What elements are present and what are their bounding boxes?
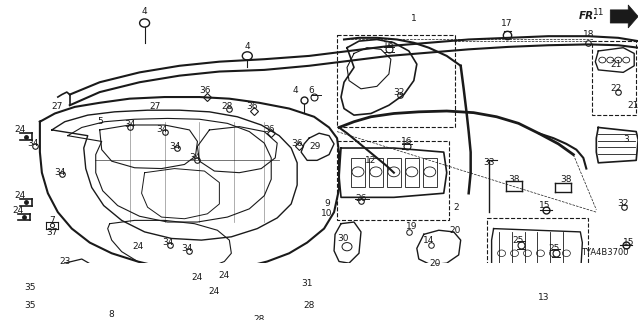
Text: 24: 24 — [192, 274, 203, 283]
Text: 16: 16 — [383, 41, 395, 50]
Text: 24: 24 — [132, 242, 143, 251]
Text: 20: 20 — [449, 226, 460, 235]
Text: 30: 30 — [337, 234, 349, 243]
Text: FR.: FR. — [579, 12, 598, 21]
Text: 38: 38 — [508, 175, 519, 184]
Text: 35: 35 — [24, 283, 36, 292]
Text: 33: 33 — [483, 158, 494, 167]
Text: 9: 9 — [324, 199, 330, 208]
Text: 36: 36 — [264, 125, 275, 134]
Text: 21: 21 — [627, 101, 639, 110]
Text: 11: 11 — [593, 8, 604, 17]
Text: 16: 16 — [401, 137, 413, 146]
Text: 34: 34 — [189, 153, 201, 162]
Text: 26: 26 — [355, 195, 367, 204]
Text: 12: 12 — [365, 156, 376, 165]
Text: 4: 4 — [244, 42, 250, 52]
Text: 34: 34 — [28, 140, 38, 148]
Bar — [486, 218, 588, 288]
Bar — [351, 158, 365, 187]
Text: 29: 29 — [309, 142, 321, 151]
Text: 36: 36 — [291, 140, 303, 148]
Text: 27: 27 — [51, 102, 63, 111]
Text: 24: 24 — [209, 287, 220, 296]
Text: 22: 22 — [611, 84, 622, 93]
Text: 24: 24 — [12, 206, 24, 215]
Text: 24: 24 — [14, 191, 26, 200]
Text: 4: 4 — [142, 7, 147, 16]
Text: 1: 1 — [411, 13, 417, 23]
Text: 2: 2 — [453, 203, 458, 212]
Text: 5: 5 — [97, 117, 102, 126]
Text: 34: 34 — [182, 244, 193, 253]
Text: 6: 6 — [308, 86, 314, 95]
Text: 28: 28 — [221, 102, 233, 111]
Bar — [369, 158, 383, 187]
Text: 8: 8 — [109, 310, 115, 319]
Polygon shape — [611, 5, 638, 28]
Bar — [337, 141, 449, 220]
Text: 20: 20 — [429, 259, 440, 268]
Text: 28: 28 — [303, 301, 315, 310]
Text: 7: 7 — [49, 216, 55, 225]
Text: 28: 28 — [253, 315, 265, 320]
Text: 17: 17 — [501, 19, 512, 28]
Text: 36: 36 — [200, 86, 211, 95]
Text: 32: 32 — [618, 199, 629, 208]
Text: TYA4B3700: TYA4B3700 — [580, 248, 628, 257]
Bar — [405, 158, 419, 187]
Bar — [337, 35, 454, 127]
Text: 25: 25 — [548, 244, 560, 253]
Text: 32: 32 — [393, 88, 404, 97]
Text: 36: 36 — [246, 102, 258, 111]
Text: 31: 31 — [301, 279, 313, 288]
Text: 38: 38 — [561, 175, 572, 184]
Text: 3: 3 — [623, 135, 629, 144]
Text: 34: 34 — [169, 142, 180, 151]
Text: 34: 34 — [124, 121, 135, 130]
Text: 34: 34 — [162, 238, 173, 247]
Text: 24: 24 — [14, 125, 26, 134]
Text: 23: 23 — [59, 257, 70, 266]
Text: 4: 4 — [292, 86, 298, 95]
Text: 21: 21 — [611, 60, 622, 69]
Text: 19: 19 — [406, 222, 417, 231]
Text: 35: 35 — [24, 301, 36, 310]
Text: 25: 25 — [513, 236, 524, 244]
Text: 10: 10 — [321, 209, 333, 218]
Bar — [387, 158, 401, 187]
Text: 27: 27 — [149, 102, 160, 111]
Text: 37: 37 — [46, 228, 58, 237]
Bar — [423, 158, 436, 187]
Text: 15: 15 — [539, 201, 550, 210]
Text: 24: 24 — [219, 271, 230, 280]
Bar — [592, 41, 636, 115]
Text: 34: 34 — [156, 125, 167, 134]
Text: 14: 14 — [423, 236, 435, 244]
Text: 15: 15 — [623, 238, 634, 247]
Text: 13: 13 — [538, 293, 549, 302]
Text: 18: 18 — [582, 30, 594, 39]
Text: 34: 34 — [54, 168, 65, 177]
